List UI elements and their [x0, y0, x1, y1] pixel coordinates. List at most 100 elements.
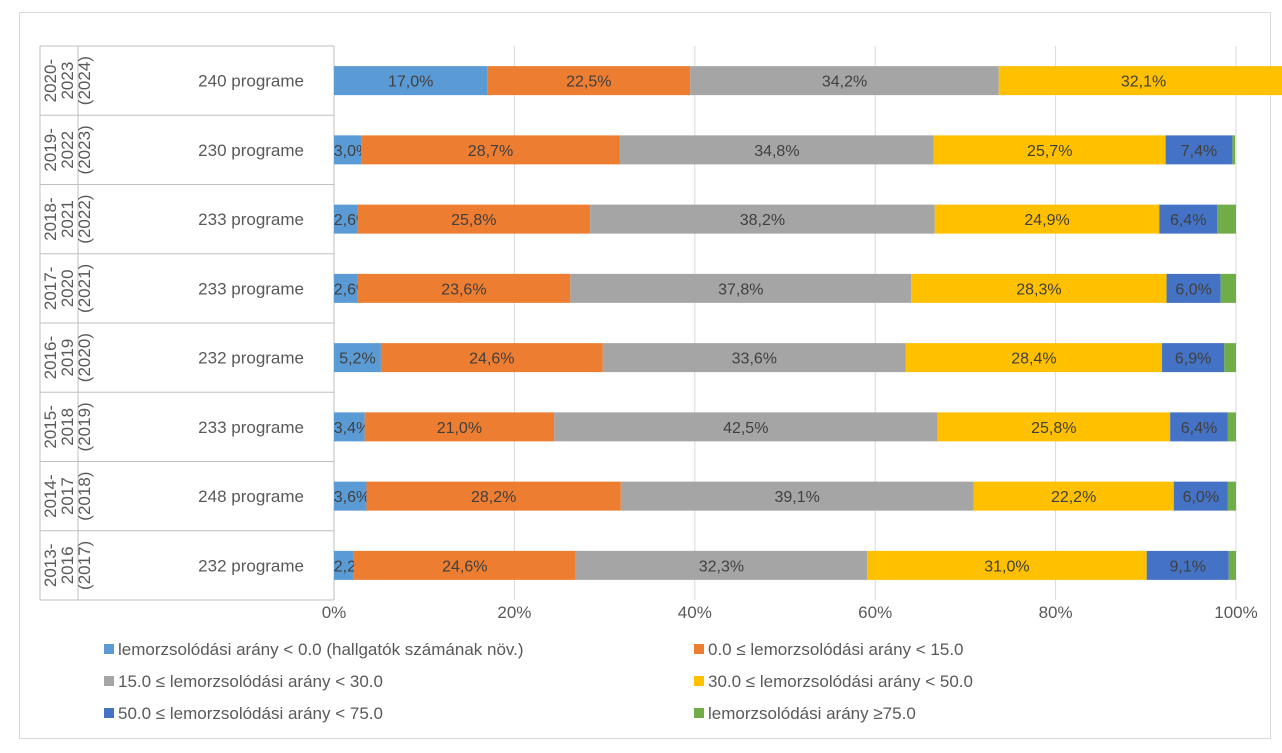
data-label: 22,5% [566, 74, 611, 91]
program-count-label: 233 programe [198, 279, 304, 298]
bar-segment [934, 204, 1160, 234]
data-label: 24,9% [1024, 212, 1069, 229]
bar-segment [334, 273, 358, 303]
data-label: 24,6% [442, 558, 487, 575]
data-label: 6,9% [1175, 351, 1211, 368]
data-label: 25,8% [1031, 420, 1076, 437]
data-label: 28,3% [1016, 281, 1061, 298]
bar-segment [690, 66, 999, 96]
legend-swatch [694, 708, 704, 718]
legend-swatch [104, 644, 114, 654]
period-label: 2017 [58, 477, 77, 515]
legend-label: 30.0 ≤ lemorzsolódási arány < 50.0 [708, 672, 973, 691]
bar-segment [973, 481, 1174, 511]
data-label: 9,1% [1170, 558, 1206, 575]
bar-segment [620, 481, 974, 511]
program-count-label: 248 programe [198, 487, 304, 506]
bar-segment [937, 412, 1171, 442]
bar-segment [1170, 412, 1228, 442]
x-tick-label: 40% [678, 603, 712, 622]
data-label: 32,1% [1121, 74, 1166, 91]
bar-segment [575, 550, 868, 580]
program-count-label: 230 programe [198, 141, 304, 160]
data-label: 23,6% [441, 281, 486, 298]
data-label: 37,8% [718, 281, 763, 298]
data-label: 21,0% [437, 420, 482, 437]
bar-segment [905, 343, 1163, 373]
legend-swatch [694, 676, 704, 686]
data-label: 34,2% [822, 74, 867, 91]
bar-segment [334, 204, 358, 234]
period-label: 2014- [41, 474, 60, 517]
data-label: 6,4% [1170, 212, 1206, 229]
period-label: (2021) [75, 264, 94, 313]
x-tick-label: 80% [1039, 603, 1073, 622]
period-label: 2018 [58, 408, 77, 446]
data-label: 3,6% [334, 489, 370, 506]
program-count-label: 232 programe [198, 349, 304, 368]
x-tick-label: 20% [497, 603, 531, 622]
bar-segment [334, 481, 367, 511]
data-label: 28,2% [471, 489, 516, 506]
data-label: 28,4% [1011, 351, 1056, 368]
period-label: 2018- [41, 197, 60, 240]
data-label: 7,4% [1181, 143, 1217, 160]
bar-segment [353, 550, 576, 580]
program-count-label: 233 programe [198, 210, 304, 229]
x-tick-label: 100% [1214, 603, 1257, 622]
chart-frame [19, 12, 1271, 739]
bar-segment [1217, 204, 1236, 234]
x-tick-label: 0% [322, 603, 347, 622]
period-label: 2019 [58, 339, 77, 377]
data-label: 42,5% [723, 420, 768, 437]
bar-segment [1162, 343, 1225, 373]
data-label: 25,8% [451, 212, 496, 229]
data-label: 33,6% [732, 351, 777, 368]
legend-swatch [104, 708, 114, 718]
bar-segment [867, 550, 1147, 580]
x-tick-label: 60% [858, 603, 892, 622]
data-label: 34,8% [754, 143, 799, 160]
period-label: 2013- [41, 544, 60, 587]
data-label: 22,2% [1051, 489, 1096, 506]
data-label: 24,6% [469, 351, 514, 368]
legend-label: 0.0 ≤ lemorzsolódási arány < 15.0 [708, 640, 964, 659]
bar-segment [554, 412, 938, 442]
data-label: 3,4% [334, 420, 370, 437]
bar-segment [1166, 273, 1221, 303]
bar-segment [366, 481, 621, 511]
data-label: 5,2% [339, 351, 375, 368]
legend-swatch [694, 644, 704, 654]
bar-segment [487, 66, 691, 96]
bar-segment [1224, 343, 1236, 373]
data-label: 31,0% [984, 558, 1029, 575]
period-label: 2021 [58, 200, 77, 238]
bar-segment [1159, 204, 1218, 234]
bar-segment [570, 273, 912, 303]
period-label: (2017) [75, 541, 94, 590]
bar-segment [357, 273, 571, 303]
bar-segment [334, 343, 381, 373]
bar-segment [380, 343, 603, 373]
period-label: (2022) [75, 195, 94, 244]
bar-segment [364, 412, 555, 442]
period-label: (2018) [75, 472, 94, 521]
bar-segment [357, 204, 591, 234]
period-label: 2019- [41, 128, 60, 171]
bar-segment [1173, 481, 1228, 511]
bar-segment [1227, 412, 1236, 442]
data-label: 6,4% [1181, 420, 1217, 437]
period-label: 2020- [41, 59, 60, 102]
legend-swatch [104, 676, 114, 686]
period-label: 2015- [41, 405, 60, 448]
bar-segment [361, 135, 620, 165]
period-label: 2016- [41, 336, 60, 379]
data-label: 39,1% [774, 489, 819, 506]
data-label: 17,0% [388, 74, 433, 91]
period-label: 2023 [58, 62, 77, 100]
data-label: 25,7% [1027, 143, 1072, 160]
bar-segment [1165, 135, 1233, 165]
data-label: 38,2% [740, 212, 785, 229]
